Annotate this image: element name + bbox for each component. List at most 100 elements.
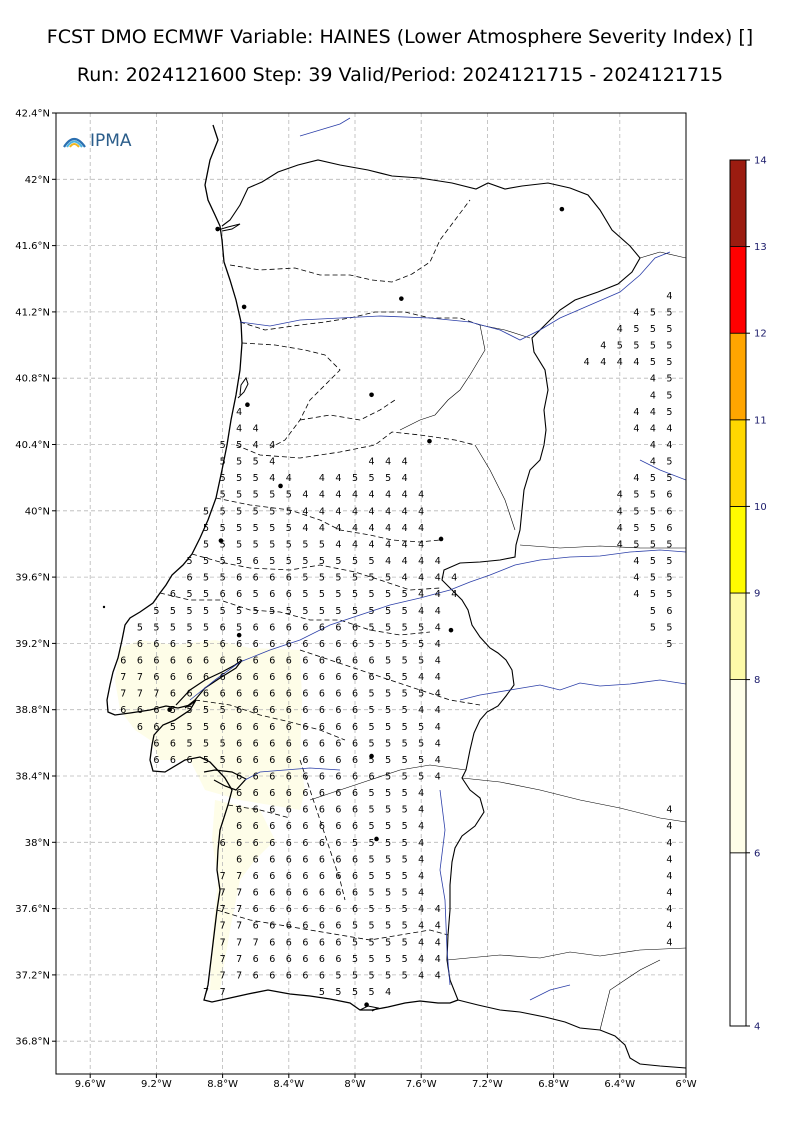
haines-value: 5 (402, 738, 408, 749)
haines-value: 4 (385, 556, 391, 567)
haines-value: 4 (435, 655, 441, 666)
haines-value: 5 (153, 622, 159, 633)
city-marker (374, 836, 379, 842)
haines-value: 4 (666, 805, 672, 816)
haines-value: 6 (319, 871, 325, 882)
haines-value: 6 (203, 672, 209, 683)
haines-value: 6 (269, 805, 275, 816)
haines-value: 6 (319, 738, 325, 749)
haines-value: 5 (186, 722, 192, 733)
haines-value: 6 (302, 854, 308, 865)
haines-value: 4 (650, 374, 656, 385)
haines-value: 6 (186, 655, 192, 666)
haines-value: 6 (319, 622, 325, 633)
colorbar-band (729, 332, 747, 421)
haines-value: 4 (650, 390, 656, 401)
haines-value: 5 (286, 506, 292, 517)
haines-value: 4 (435, 722, 441, 733)
haines-value: 6 (236, 722, 242, 733)
haines-value: 6 (286, 772, 292, 783)
haines-value: 5 (402, 689, 408, 700)
haines-value: 6 (253, 655, 259, 666)
colorbar-band (729, 159, 747, 247)
haines-value: 5 (220, 440, 226, 451)
haines-value: 6 (286, 573, 292, 584)
haines-value: 6 (335, 655, 341, 666)
haines-value: 6 (369, 772, 375, 783)
haines-value: 6 (352, 805, 358, 816)
haines-value: 6 (319, 689, 325, 700)
haines-value: 5 (269, 606, 275, 617)
haines-value: 6 (666, 523, 672, 534)
haines-value: 4 (418, 904, 424, 915)
haines-value: 5 (186, 589, 192, 600)
haines-value: 6 (369, 655, 375, 666)
lat-tick-label: 37.6°N (15, 904, 50, 915)
haines-value: 4 (335, 473, 341, 484)
haines-value: 7 (203, 987, 209, 998)
haines-value: 6 (220, 639, 226, 650)
haines-value: 4 (633, 589, 639, 600)
haines-value: 6 (269, 904, 275, 915)
haines-value: 5 (385, 888, 391, 899)
haines-value: 6 (286, 921, 292, 932)
haines-value: 5 (666, 324, 672, 335)
haines-value: 4 (435, 689, 441, 700)
haines-value: 6 (137, 705, 143, 716)
haines-value: 5 (319, 589, 325, 600)
haines-value: 6 (286, 738, 292, 749)
lat-tick-label: 40.8°N (15, 374, 50, 385)
haines-value: 5 (402, 904, 408, 915)
haines-value: 6 (253, 970, 259, 981)
haines-value: 5 (369, 738, 375, 749)
haines-value: 4 (650, 407, 656, 418)
haines-value: 4 (352, 523, 358, 534)
haines-value: 6 (352, 672, 358, 683)
haines-value: 5 (369, 838, 375, 849)
haines-value: 6 (335, 937, 341, 948)
map-frame (55, 112, 687, 1075)
lon-tick-label: 6.4°W (604, 1079, 635, 1090)
haines-value: 5 (650, 307, 656, 318)
haines-value: 6 (170, 672, 176, 683)
haines-value: 6 (335, 788, 341, 799)
lon-tick-label: 9.2°W (141, 1079, 172, 1090)
colorbar-tick-label: 10 (754, 502, 767, 513)
colorbar-tick-label: 6 (754, 848, 760, 859)
chart-title-line-1: FCST DMO ECMWF Variable: HAINES (Lower A… (46, 26, 754, 48)
city-marker (369, 392, 374, 398)
haines-value: 6 (335, 821, 341, 832)
haines-value: 4 (633, 573, 639, 584)
haines-value: 5 (385, 838, 391, 849)
colorbar-tick-label: 12 (754, 329, 767, 340)
haines-value: 5 (319, 556, 325, 567)
haines-value: 6 (286, 838, 292, 849)
haines-value: 5 (369, 987, 375, 998)
haines-value: 5 (319, 987, 325, 998)
haines-value: 6 (286, 788, 292, 799)
haines-value: 6 (220, 589, 226, 600)
haines-value: 5 (236, 539, 242, 550)
lat-tick-label: 37.2°N (15, 970, 50, 981)
haines-value: 4 (418, 490, 424, 501)
haines-value: 5 (369, 722, 375, 733)
haines-value: 4 (435, 556, 441, 567)
haines-value: 7 (137, 689, 143, 700)
haines-value: 4 (418, 871, 424, 882)
lat-tick-label: 42°N (25, 175, 50, 186)
haines-value: 4 (319, 506, 325, 517)
haines-value: 5 (650, 357, 656, 368)
haines-value: 6 (319, 655, 325, 666)
haines-value: 6 (335, 622, 341, 633)
haines-value: 6 (666, 490, 672, 501)
haines-value: 5 (352, 921, 358, 932)
haines-value: 6 (335, 921, 341, 932)
coastline (106, 124, 459, 1011)
haines-value: 5 (666, 374, 672, 385)
haines-value: 5 (253, 506, 259, 517)
haines-value: 6 (286, 854, 292, 865)
haines-value: 4 (666, 291, 672, 302)
haines-value: 6 (319, 672, 325, 683)
haines-value: 5 (253, 457, 259, 468)
